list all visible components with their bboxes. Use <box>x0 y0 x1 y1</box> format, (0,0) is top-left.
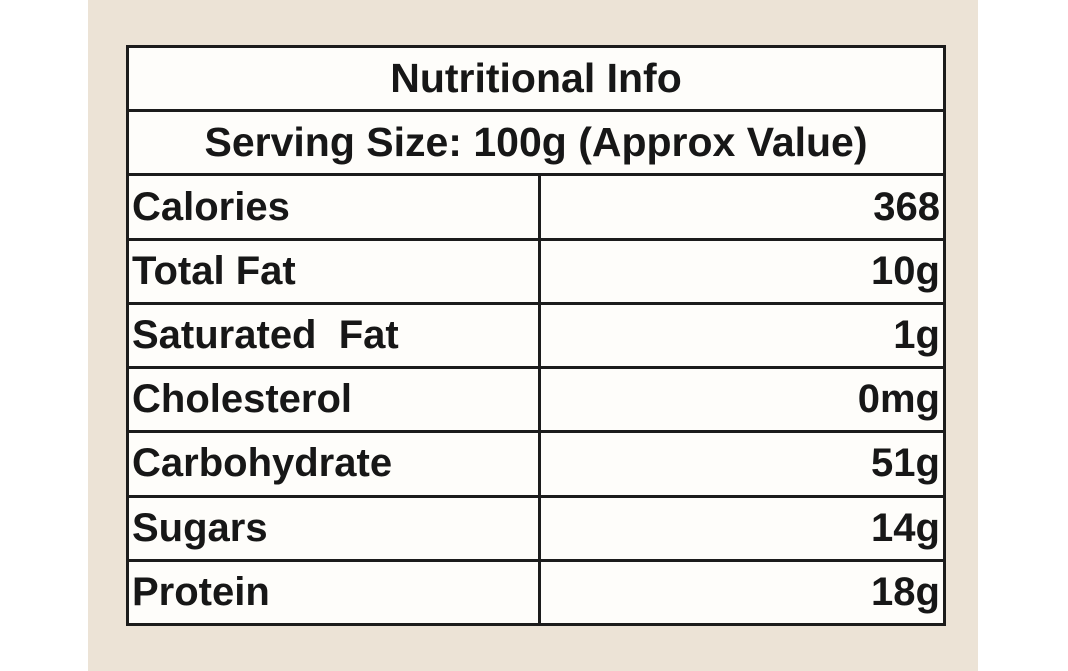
row-value-carbohydrate: 51g <box>537 433 943 495</box>
table-row: Cholesterol 0mg <box>129 366 943 431</box>
table-row: Carbohydrate 51g <box>129 430 943 495</box>
row-label-protein: Protein <box>132 569 270 614</box>
row-label-carbohydrate: Carbohydrate <box>132 441 393 486</box>
row-value-total-fat: 10g <box>537 240 943 302</box>
row-value-cholesterol: 0mg <box>537 369 943 431</box>
nutrition-facts-table: Nutritional Info Serving Size: 100g (App… <box>126 45 946 626</box>
row-label-total-fat: Total Fat <box>132 248 296 293</box>
serving-size-text: Serving Size: 100g (Approx Value) <box>204 119 868 166</box>
serving-size-row: Serving Size: 100g (Approx Value) <box>129 109 943 173</box>
table-row: Total Fat 10g <box>129 237 943 302</box>
table-row: Protein 18g <box>129 558 943 623</box>
row-label-sugars: Sugars <box>132 505 268 550</box>
row-value-calories: 368 <box>537 176 943 238</box>
row-label-saturated-fat: Saturated Fat <box>132 312 399 357</box>
table-title-row: Nutritional Info <box>129 48 943 109</box>
row-value-saturated-fat: 1g <box>537 304 943 367</box>
table-row: Calories 368 <box>129 173 943 238</box>
row-label-cholesterol: Cholesterol <box>132 377 353 422</box>
row-value-protein: 18g <box>537 561 943 623</box>
table-row: Saturated Fat 1g <box>129 301 943 367</box>
row-value-sugars: 14g <box>537 497 943 559</box>
table-row: Sugars 14g <box>129 494 943 559</box>
table-title: Nutritional Info <box>390 55 682 102</box>
row-label-calories: Calories <box>132 184 290 229</box>
